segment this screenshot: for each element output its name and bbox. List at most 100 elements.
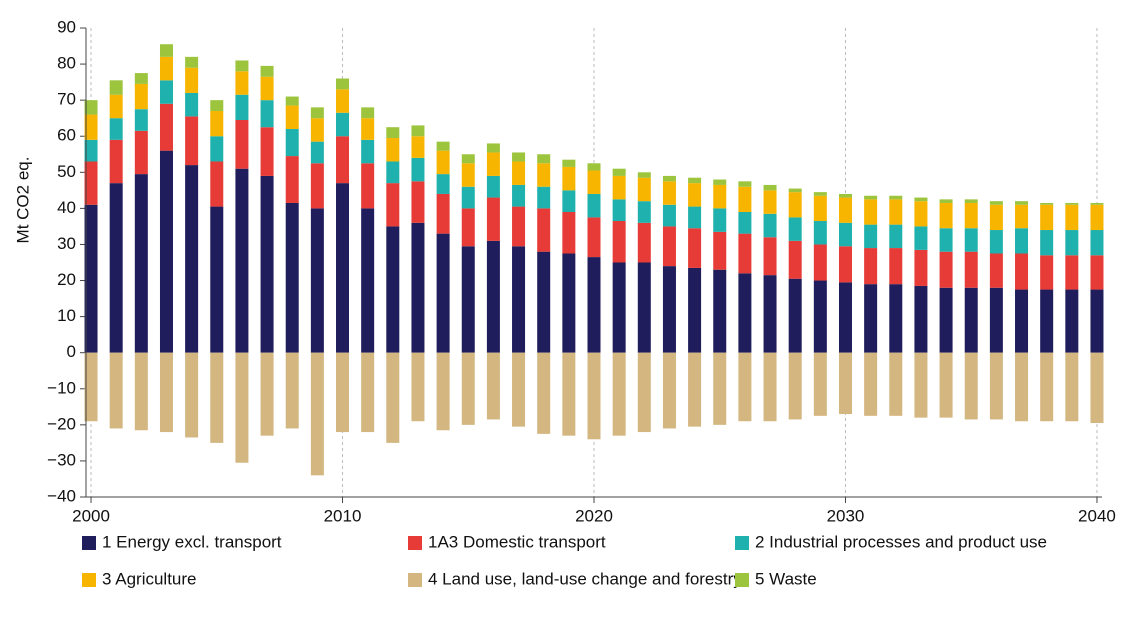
bar-segment <box>763 237 777 276</box>
bar-segment <box>813 192 827 196</box>
x-tick-label: 2010 <box>324 506 362 525</box>
bar-segment <box>713 179 727 185</box>
bar-segment <box>738 273 752 353</box>
bar-segment <box>688 267 702 353</box>
bar-segment <box>612 221 626 263</box>
bar-segment <box>964 202 978 229</box>
bar-segment <box>738 186 752 212</box>
bar-segment <box>260 65 274 77</box>
bar-segment <box>361 163 375 209</box>
bar-segment <box>612 199 626 222</box>
bar-segment <box>662 352 676 429</box>
bar-segment <box>1065 204 1079 231</box>
bar-segment <box>109 139 123 184</box>
bar-segment <box>310 163 324 209</box>
bar-segment <box>235 168 249 353</box>
bar-segment <box>864 224 878 249</box>
bar-segment <box>989 287 1003 353</box>
y-tick-label: 40 <box>57 198 76 217</box>
bar-segment <box>562 159 576 167</box>
bar-segment <box>1065 352 1079 422</box>
bar-segment <box>964 199 978 203</box>
bar-segment <box>939 199 953 203</box>
x-tick-label: 2000 <box>72 506 110 525</box>
bar-segment <box>386 226 400 353</box>
bar-segment <box>838 197 852 223</box>
legend-swatch <box>735 573 749 587</box>
bar-segment <box>436 150 450 175</box>
bar-segment <box>738 233 752 274</box>
bar-segment <box>562 253 576 353</box>
bar-segment <box>210 206 224 353</box>
bar-segment <box>763 213 777 238</box>
bar-segment <box>713 208 727 232</box>
bar-segment <box>336 78 350 90</box>
bar-segment <box>260 127 274 176</box>
bar-segment <box>637 201 651 223</box>
bar-segment <box>939 202 953 229</box>
bar-segment <box>637 172 651 178</box>
bar-segment <box>914 352 928 418</box>
bar-segment <box>386 138 400 162</box>
bar-segment <box>612 262 626 353</box>
bar-segment <box>512 206 526 247</box>
bar-segment <box>436 233 450 353</box>
bar-segment <box>537 163 551 187</box>
bar-segment <box>185 165 199 353</box>
bar-segment <box>185 67 199 93</box>
bar-segment <box>688 183 702 207</box>
bar-segment <box>1090 255 1104 290</box>
y-tick-label: 50 <box>57 162 76 181</box>
bar-segment <box>310 141 324 164</box>
bar-segment <box>1040 289 1054 353</box>
x-tick-label: 2030 <box>827 506 865 525</box>
bar-segment <box>436 174 450 194</box>
bar-segment <box>838 246 852 283</box>
bar-segment <box>436 193 450 234</box>
bar-segment <box>109 94 123 119</box>
bar-segment <box>889 195 903 200</box>
bar-segment <box>964 287 978 353</box>
bar-segment <box>788 192 802 218</box>
bar-segment <box>336 352 350 433</box>
bar-segment <box>587 257 601 353</box>
bar-segment <box>1040 202 1054 205</box>
bar-segment <box>537 154 551 164</box>
bar-segment <box>260 76 274 101</box>
legend-swatch <box>82 573 96 587</box>
bar-segment <box>1040 352 1054 422</box>
bar-segment <box>864 248 878 285</box>
legend-label: 1A3 Domestic transport <box>428 532 606 551</box>
bar-segment <box>813 195 827 222</box>
bar-segment <box>210 136 224 162</box>
bar-segment <box>713 231 727 270</box>
bar-segment <box>285 202 299 353</box>
bar-segment <box>914 197 928 202</box>
bar-segment <box>1065 230 1079 256</box>
bar-segment <box>914 285 928 353</box>
bar-segment <box>361 352 375 433</box>
bar-segment <box>939 251 953 288</box>
bar-segment <box>738 211 752 234</box>
bar-segment <box>989 204 1003 231</box>
bar-segment <box>361 139 375 164</box>
y-tick-label: 60 <box>57 126 76 145</box>
bar-segment <box>587 170 601 194</box>
legend-label: 3 Agriculture <box>102 569 197 588</box>
bar-segment <box>361 107 375 119</box>
bar-segment <box>210 161 224 207</box>
bar-segment <box>864 195 878 200</box>
bar-segment <box>939 228 953 252</box>
bar-segment <box>235 71 249 95</box>
bar-segment <box>486 240 500 353</box>
bar-segment <box>84 139 98 162</box>
bar-segment <box>185 92 199 117</box>
y-tick-label: 0 <box>67 342 76 361</box>
bar-segment <box>461 163 475 187</box>
bar-segment <box>134 73 148 84</box>
bar-segment <box>134 109 148 131</box>
bar-segment <box>260 352 274 436</box>
bar-segment <box>813 221 827 245</box>
bar-segment <box>512 152 526 162</box>
